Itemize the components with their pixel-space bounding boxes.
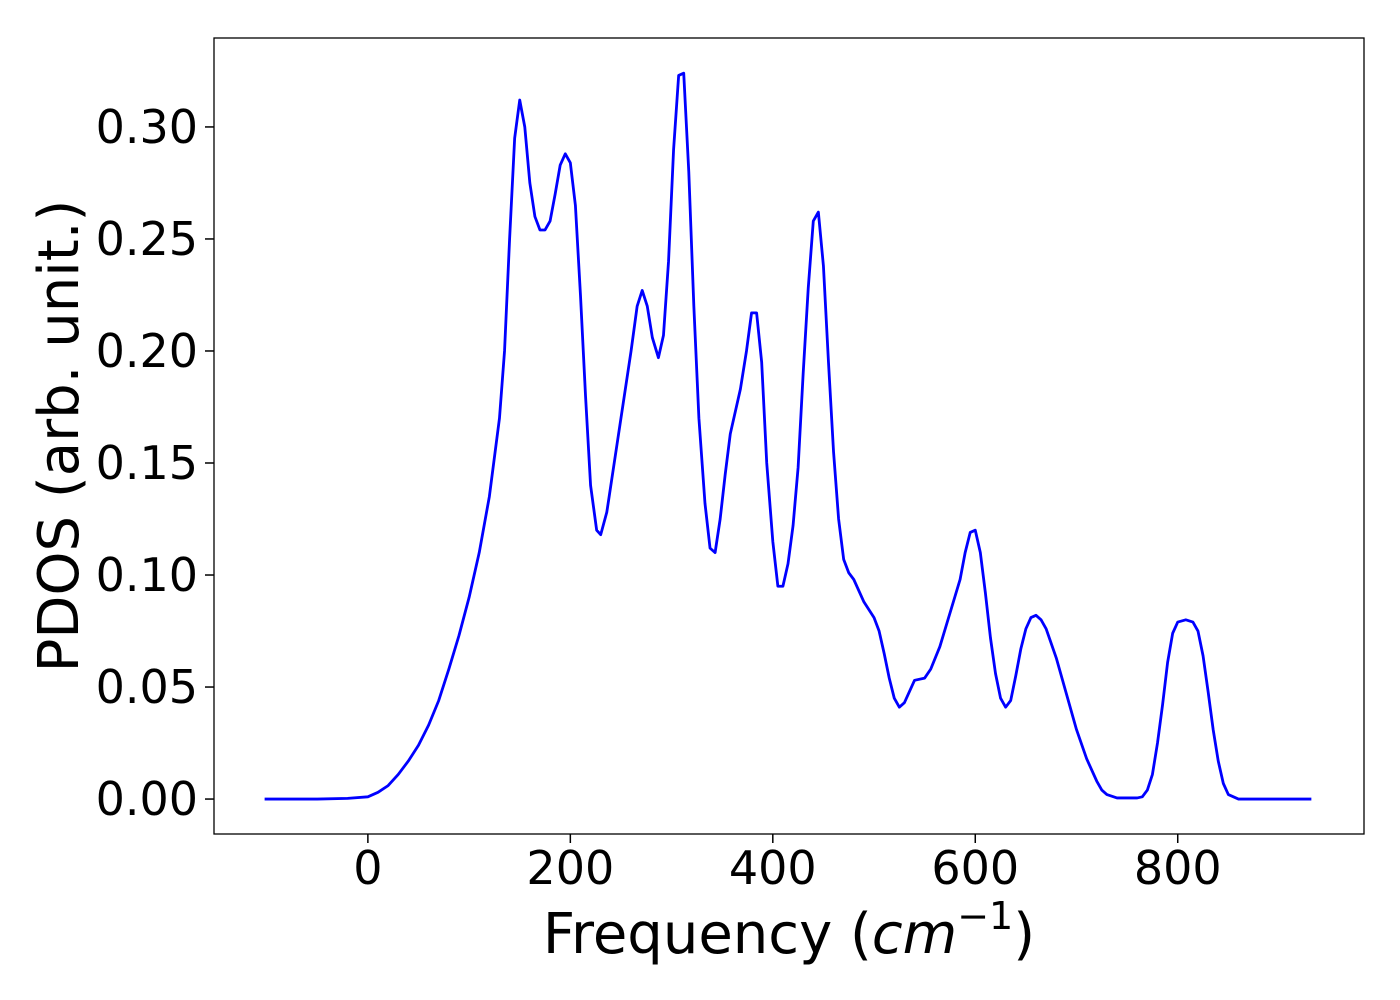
y-tick-label: 0.25	[96, 212, 198, 266]
line-series	[264, 71, 1312, 801]
x-label-exponent: −1	[957, 894, 1013, 938]
y-axis-label: PDOS (arb. unit.)	[27, 200, 92, 673]
x-tick-label: 800	[1134, 841, 1222, 895]
y-tick-label: 0.00	[96, 772, 198, 826]
x-tick-label: 600	[931, 841, 1019, 895]
y-tick-label: 0.10	[96, 548, 198, 602]
x-label-text: Frequency (	[543, 902, 872, 967]
y-tick-label: 0.05	[96, 660, 198, 714]
x-label-unit: cm	[872, 902, 957, 967]
y-tick-label: 0.30	[96, 100, 198, 154]
x-tick-label: 200	[526, 841, 614, 895]
plot-frame	[213, 37, 1365, 835]
y-tick-label: 0.15	[96, 436, 198, 490]
x-axis-label: Frequency (cm−1)	[543, 894, 1035, 967]
x-tick-label: 0	[353, 841, 382, 895]
x-tick-label: 400	[729, 841, 817, 895]
x-label-text: )	[1013, 902, 1035, 967]
y-tick-label: 0.20	[96, 324, 198, 378]
